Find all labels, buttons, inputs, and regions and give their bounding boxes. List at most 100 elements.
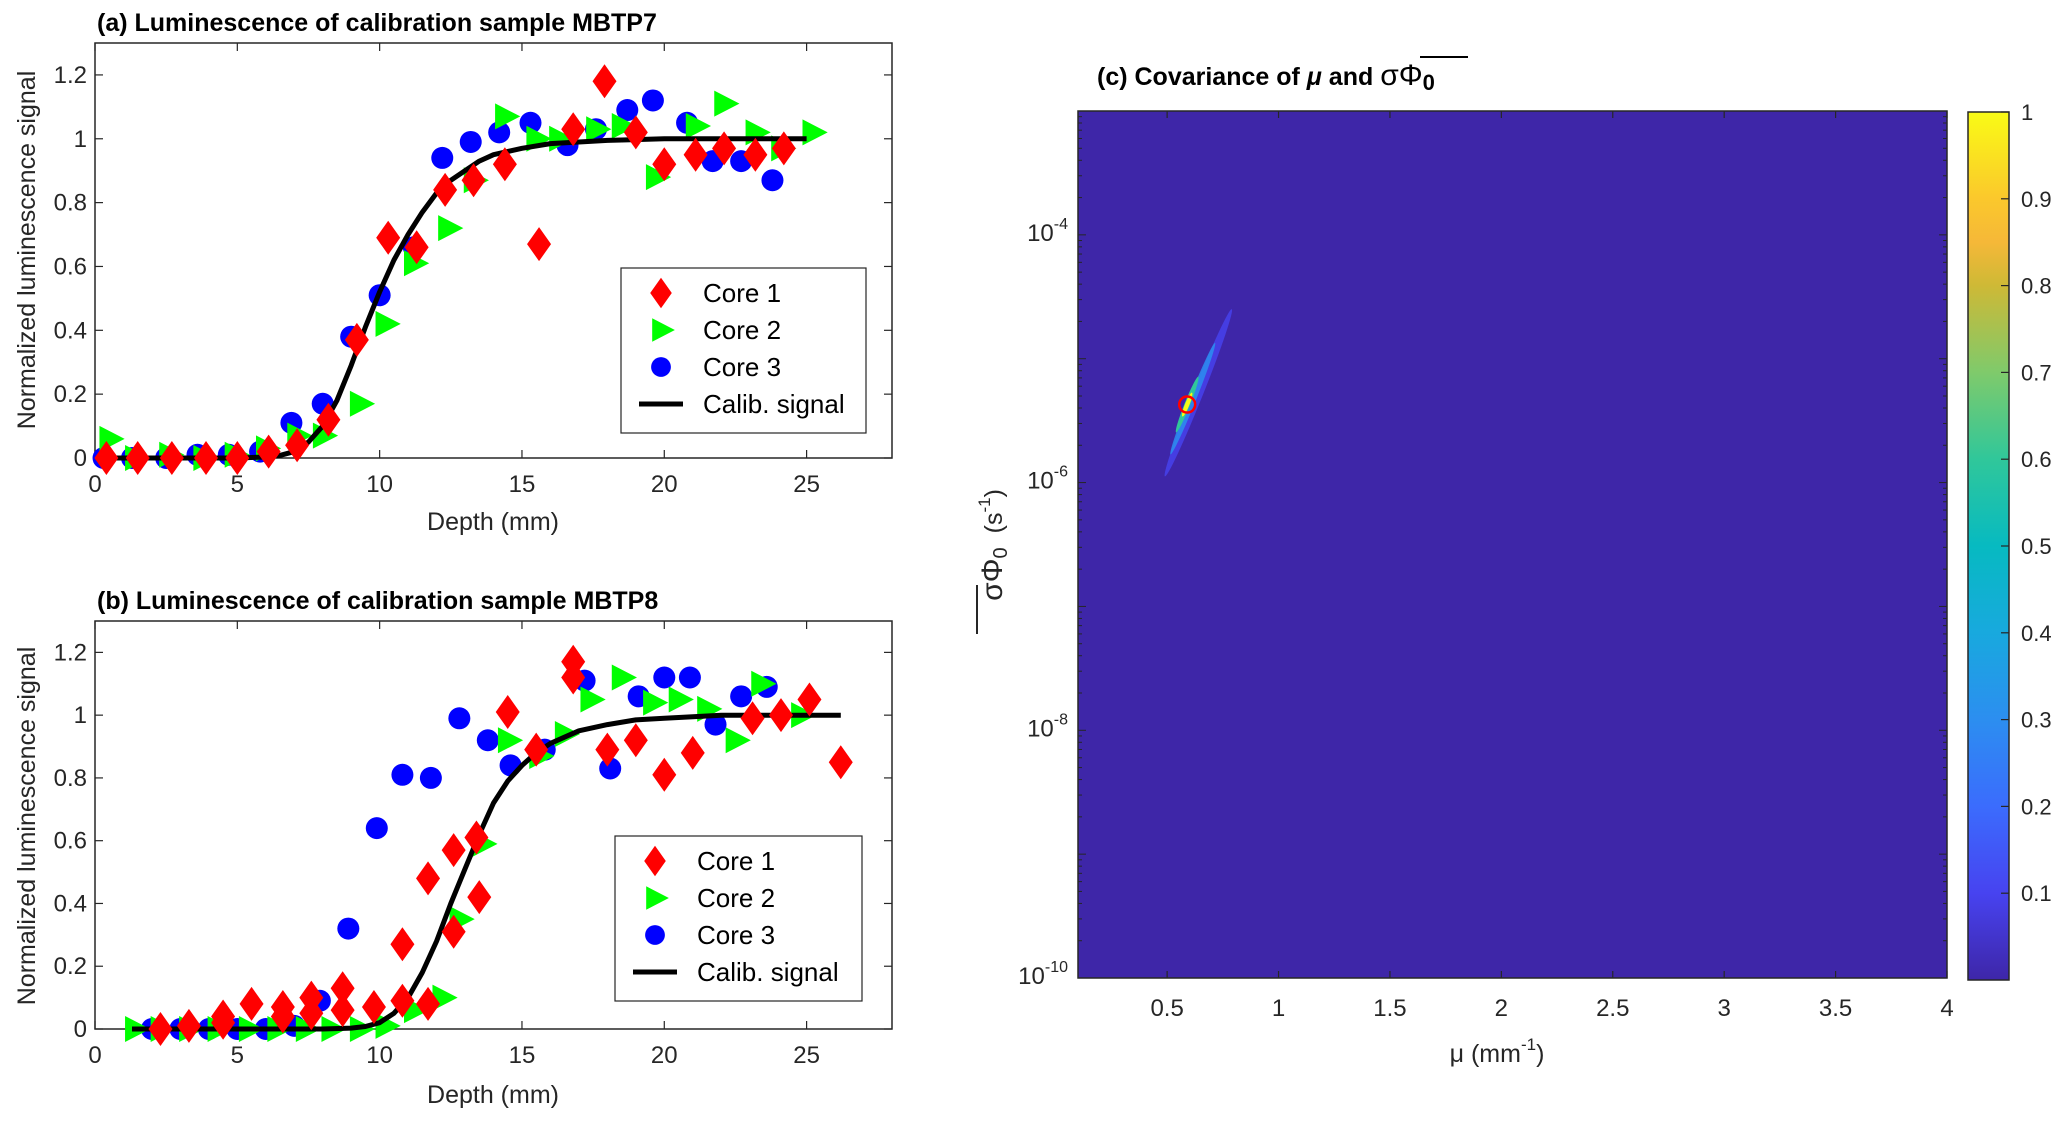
data-point-core-1 — [680, 735, 705, 770]
data-point-core-1 — [464, 820, 489, 855]
panel-c-ylabel: σΦ0 (s-1) — [975, 489, 1012, 634]
legend-label: Core 3 — [703, 352, 781, 382]
data-point-core-1 — [623, 115, 648, 150]
data-point-core-1 — [211, 1005, 236, 1040]
data-point-core-1 — [344, 322, 369, 357]
panel-c-ylabel-text: σΦ0 (s-1) — [975, 489, 1012, 601]
x-tick-label: 4 — [1940, 995, 1953, 1022]
data-point-core-1 — [595, 732, 620, 767]
panel-b-xlabel: Depth (mm) — [427, 1081, 559, 1109]
data-point-core-1 — [623, 723, 648, 758]
data-point-core-1 — [225, 441, 250, 475]
x-tick-label: 1 — [1272, 995, 1285, 1022]
data-point-core-3 — [476, 729, 499, 752]
optimum-circle — [1177, 395, 1197, 414]
data-point-core-3 — [337, 917, 360, 940]
data-point-core-2 — [495, 103, 521, 130]
data-point-core-3 — [641, 89, 664, 112]
data-point-core-1 — [416, 986, 441, 1021]
data-point-core-3 — [704, 713, 727, 736]
tick-exponent: -6 — [1054, 464, 1068, 481]
data-point-core-1 — [743, 137, 768, 172]
panel-b-ticks: 0 5 10 15 20 25 0 0.2 0.4 0.6 0.8 1 1.2 — [54, 621, 892, 1069]
data-point-core-1 — [239, 986, 264, 1021]
legend-label: Core 2 — [703, 315, 781, 345]
data-point-core-1 — [652, 757, 677, 792]
x-tick-label: 25 — [793, 1042, 820, 1069]
data-point-core-1 — [285, 428, 310, 463]
data-point-core-1 — [316, 402, 341, 437]
legend-label: Core 1 — [703, 278, 781, 308]
data-point-core-1 — [461, 163, 486, 198]
panel-c-xlabel-main: μ (mm — [1450, 1040, 1521, 1068]
data-point-core-1 — [683, 137, 708, 172]
data-point-core-1 — [495, 695, 520, 730]
data-point-core-1 — [416, 861, 441, 896]
panel-c-title-sub: 0 — [1423, 70, 1435, 95]
panel-a-ticks: 0 5 10 15 20 25 0 0.2 0.4 0.6 0.8 1 1.2 — [54, 43, 892, 498]
y-tick-label: 1 — [74, 702, 87, 729]
colorbar-tick-label: 1 — [2021, 100, 2033, 125]
data-point-core-1 — [652, 147, 677, 182]
series-core-1 — [148, 644, 853, 1046]
data-point-core-2 — [643, 689, 669, 716]
data-point-core-1 — [561, 112, 586, 147]
y-tick-label: 0.4 — [54, 890, 87, 917]
x-tick-label: 5 — [231, 1042, 244, 1069]
panel-a-title: (a) Luminescence of calibration sample M… — [97, 9, 657, 37]
y-tick-label: 10-10 — [1018, 959, 1068, 990]
tick-exponent: -8 — [1054, 711, 1068, 728]
x-tick-label: 5 — [231, 471, 244, 498]
data-point-core-1 — [527, 227, 552, 262]
data-point-core-1 — [330, 993, 355, 1028]
y-tick-label: 1.2 — [54, 62, 87, 89]
y-tick-label: 0 — [74, 1016, 87, 1043]
data-point-core-2 — [685, 113, 711, 139]
y-tick-label: 1.2 — [54, 639, 87, 666]
x-tick-label: 3 — [1717, 995, 1730, 1022]
data-point-core-1 — [828, 745, 853, 780]
x-tick-label: 25 — [793, 471, 820, 498]
data-point-core-3 — [678, 666, 701, 689]
legend-marker-icon — [646, 886, 669, 910]
x-tick-label: 15 — [509, 1042, 536, 1069]
x-tick-label: 20 — [651, 1042, 678, 1069]
x-tick-label: 2.5 — [1596, 995, 1629, 1022]
data-point-core-2 — [375, 310, 401, 337]
data-point-core-1 — [256, 434, 281, 469]
data-point-core-1 — [592, 64, 617, 99]
y-tick-label: 1 — [74, 126, 87, 153]
data-point-core-2 — [349, 390, 376, 417]
data-point-core-1 — [561, 660, 586, 695]
series-calib-signal — [132, 712, 841, 1032]
y-tick-label: 0 — [74, 445, 87, 472]
data-point-core-2 — [668, 686, 694, 713]
x-tick-label: 3.5 — [1819, 995, 1852, 1022]
legend-item-core-3: Core 3 — [651, 352, 781, 382]
panel-a-series — [92, 64, 828, 475]
panel-c-title-sym: σΦ — [1380, 59, 1422, 92]
y-tick-label: 0.6 — [54, 828, 87, 855]
colorbar-tick-label: 0.8 — [2021, 274, 2052, 299]
panel-c-xlabel-sup: -1 — [1521, 1035, 1536, 1054]
legend-item-core-2: Core 2 — [652, 315, 781, 345]
panel-b-title: (b) Luminescence of calibration sample M… — [97, 587, 658, 615]
colorbar-tick-label: 0.2 — [2021, 794, 2052, 819]
data-point-core-1 — [433, 172, 458, 207]
y-tick-label: 0.2 — [54, 381, 87, 408]
x-tick-label: 10 — [366, 471, 393, 498]
y-tick-label: 0.8 — [54, 765, 87, 792]
colorbar-tick-label: 0.7 — [2021, 360, 2052, 385]
data-point-core-3 — [391, 763, 414, 786]
series-core-1 — [94, 64, 796, 475]
data-point-core-2 — [438, 215, 464, 242]
data-point-core-3 — [488, 121, 511, 144]
legend-label: Core 1 — [697, 846, 775, 876]
data-point-core-2 — [497, 727, 524, 754]
panel-c: (c) Covariance of μ and σΦ0 0.5 1 1.5 2 2.5 3… — [975, 56, 2052, 1068]
data-point-core-1 — [771, 131, 796, 166]
tick-base: 10 — [1027, 220, 1054, 247]
x-tick-label: 0 — [88, 471, 101, 498]
ridge-peak — [1181, 392, 1193, 417]
